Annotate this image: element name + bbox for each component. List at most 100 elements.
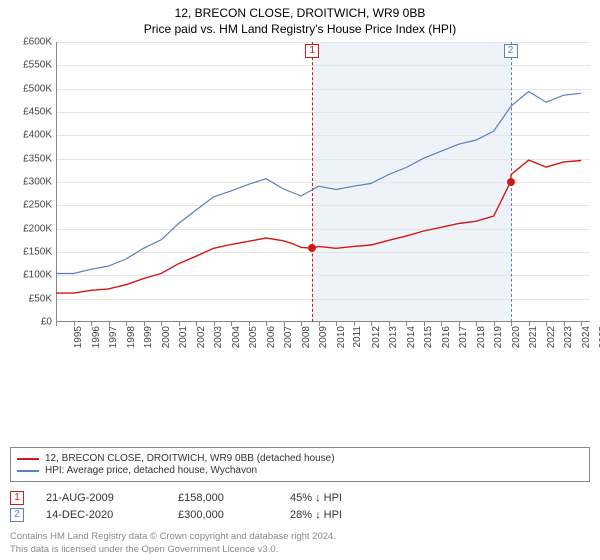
x-tick <box>424 322 425 326</box>
x-tick-label: 2017 <box>458 326 469 348</box>
x-tick <box>336 322 337 326</box>
sales-row: 2 14-DEC-2020 £300,000 28% ↓ HPI <box>10 508 590 522</box>
x-tick <box>91 322 92 326</box>
x-tick <box>109 322 110 326</box>
sale-date: 21-AUG-2009 <box>46 492 156 504</box>
x-tick-label: 1998 <box>125 326 136 348</box>
x-tick-label: 2005 <box>248 326 259 348</box>
sales-table: 1 21-AUG-2009 £158,000 45% ↓ HPI 2 14-DEC-202… <box>10 488 590 525</box>
x-tick-label: 2010 <box>335 326 346 348</box>
x-tick <box>144 322 145 326</box>
footer-line: Contains HM Land Registry data © Crown c… <box>10 531 590 543</box>
x-tick <box>319 322 320 326</box>
x-tick <box>179 322 180 326</box>
x-tick <box>266 322 267 326</box>
y-tick-label: £50K <box>12 293 52 304</box>
chart-lines <box>56 42 590 322</box>
legend-item: HPI: Average price, detached house, Wych… <box>17 465 583 476</box>
x-tick-label: 2003 <box>213 326 224 348</box>
x-tick-label: 2016 <box>440 326 451 348</box>
x-tick <box>301 322 302 326</box>
footer-line: This data is licensed under the Open Gov… <box>10 544 590 556</box>
x-tick-label: 2024 <box>580 326 591 348</box>
y-tick-label: £150K <box>12 247 52 258</box>
attribution-footer: Contains HM Land Registry data © Crown c… <box>10 531 590 556</box>
x-tick <box>284 322 285 326</box>
legend-label: 12, BRECON CLOSE, DROITWICH, WR9 0BB (de… <box>45 453 335 464</box>
sales-row: 1 21-AUG-2009 £158,000 45% ↓ HPI <box>10 491 590 505</box>
sale-diff: 28% ↓ HPI <box>290 509 342 521</box>
sale-marker-box: 1 <box>10 491 24 505</box>
x-tick-label: 2018 <box>475 326 486 348</box>
x-tick-label: 2020 <box>510 326 521 348</box>
page-title: 12, BRECON CLOSE, DROITWICH, WR9 0BB <box>10 6 590 20</box>
plot-area: 12 <box>56 42 590 322</box>
legend-label: HPI: Average price, detached house, Wych… <box>45 465 257 476</box>
page-subtitle: Price paid vs. HM Land Registry's House … <box>10 22 590 36</box>
y-tick-label: £450K <box>12 107 52 118</box>
sale-price: £158,000 <box>178 492 268 504</box>
x-tick <box>406 322 407 326</box>
x-tick-label: 1999 <box>143 326 154 348</box>
sale-marker-box: 2 <box>10 508 24 522</box>
x-tick-label: 1995 <box>73 326 84 348</box>
x-tick-label: 2001 <box>178 326 189 348</box>
y-tick-label: £250K <box>12 200 52 211</box>
x-tick <box>529 322 530 326</box>
x-tick <box>389 322 390 326</box>
y-tick-label: £350K <box>12 153 52 164</box>
x-tick-label: 2013 <box>388 326 399 348</box>
series-property <box>56 160 581 293</box>
x-tick <box>74 322 75 326</box>
x-tick-label: 2000 <box>160 326 171 348</box>
x-tick-label: 1997 <box>108 326 119 348</box>
x-tick <box>441 322 442 326</box>
x-tick <box>459 322 460 326</box>
legend-swatch <box>17 458 39 460</box>
x-tick <box>546 322 547 326</box>
x-tick <box>371 322 372 326</box>
x-tick <box>494 322 495 326</box>
x-tick-label: 2006 <box>265 326 276 348</box>
sale-date: 14-DEC-2020 <box>46 509 156 521</box>
x-tick-label: 2011 <box>352 326 363 348</box>
sale-diff: 45% ↓ HPI <box>290 492 342 504</box>
x-tick-label: 2021 <box>528 326 539 348</box>
y-tick-label: £550K <box>12 60 52 71</box>
x-tick <box>511 322 512 326</box>
chart-legend: 12, BRECON CLOSE, DROITWICH, WR9 0BB (de… <box>10 447 590 482</box>
x-tick <box>56 322 57 326</box>
sale-price: £300,000 <box>178 509 268 521</box>
x-tick-label: 2008 <box>300 326 311 348</box>
x-tick-label: 2009 <box>318 326 329 348</box>
x-tick-label: 2019 <box>493 326 504 348</box>
x-tick <box>161 322 162 326</box>
y-tick-label: £100K <box>12 270 52 281</box>
x-tick-label: 1996 <box>90 326 101 348</box>
legend-item: 12, BRECON CLOSE, DROITWICH, WR9 0BB (de… <box>17 453 583 464</box>
x-tick-label: 2007 <box>283 326 294 348</box>
x-tick <box>126 322 127 326</box>
x-tick <box>214 322 215 326</box>
x-tick <box>231 322 232 326</box>
x-tick-label: 2004 <box>230 326 241 348</box>
y-tick-label: £400K <box>12 130 52 141</box>
price-chart: 12 £0 £50K £100K £150K £200K £250K £300K £350K £4… <box>10 42 590 443</box>
x-tick-label: 2012 <box>370 326 381 348</box>
y-tick-label: £200K <box>12 223 52 234</box>
x-tick-label: 2015 <box>423 326 434 348</box>
legend-swatch <box>17 470 39 472</box>
x-tick-label: 2022 <box>545 326 556 348</box>
x-tick-label: 2014 <box>405 326 416 348</box>
x-tick-label: 2002 <box>195 326 206 348</box>
x-tick <box>476 322 477 326</box>
x-tick <box>249 322 250 326</box>
y-tick-label: £300K <box>12 177 52 188</box>
y-tick-label: £500K <box>12 83 52 94</box>
x-tick <box>354 322 355 326</box>
x-tick <box>581 322 582 326</box>
y-tick-label: £600K <box>12 37 52 48</box>
x-tick <box>196 322 197 326</box>
y-tick-label: £0 <box>12 317 52 328</box>
x-tick-label: 2023 <box>563 326 574 348</box>
